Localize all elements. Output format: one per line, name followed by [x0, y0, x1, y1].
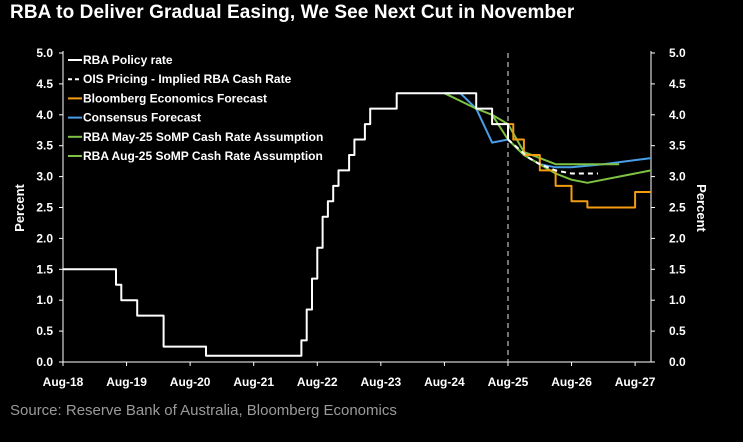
y-tick-label-right: 4.5 [669, 77, 686, 91]
x-tick-label: Aug-25 [488, 375, 529, 389]
y-tick-label-right: 5.0 [669, 46, 686, 60]
y-axis-left-label-group: Percent [12, 183, 27, 231]
chart-svg: Percent Percent 0.0 0.0 0.5 0.5 1.0 1.0 1.5 1.5… [12, 46, 709, 389]
y-tick-label-right: 0.5 [669, 324, 686, 338]
y-tick-label-right: 1.0 [669, 293, 686, 307]
chart-title: RBA to Deliver Gradual Easing, We See Ne… [10, 2, 575, 23]
y-tick-label-left: 5.0 [36, 46, 53, 60]
y-tick-label-left: 4.0 [36, 108, 53, 122]
y-tick-label-left: 3.5 [36, 139, 53, 153]
x-tick-label: Aug-23 [361, 375, 402, 389]
y-axis-right-label-group: Percent [694, 184, 709, 232]
x-tick-label: Aug-24 [424, 375, 465, 389]
legend-label: Consensus Forecast [83, 111, 201, 125]
y-axis-left-label: Percent [12, 183, 27, 231]
y-tick-label-left: 4.5 [36, 77, 53, 91]
ticks: 0.0 0.0 0.5 0.5 1.0 1.0 1.5 1.5 2.0 2.0 2.5 2.5 3.0 3… [36, 46, 686, 389]
y-tick-label-right: 2.0 [669, 231, 686, 245]
x-tick-label: Aug-22 [297, 375, 338, 389]
x-tick-label: Aug-27 [615, 375, 656, 389]
y-tick-label-left: 0.0 [36, 355, 53, 369]
y-tick-label-left: 1.0 [36, 293, 53, 307]
legend-label: RBA Policy rate [83, 53, 173, 67]
x-tick-label: Aug-18 [43, 375, 84, 389]
y-tick-label-right: 1.5 [669, 262, 686, 276]
legend-label: Bloomberg Economics Forecast [83, 91, 267, 105]
legend-label: RBA Aug-25 SoMP Cash Rate Assumption [83, 149, 323, 163]
y-tick-label-left: 1.5 [36, 262, 53, 276]
y-tick-label-right: 0.0 [669, 355, 686, 369]
x-tick-label: Aug-26 [551, 375, 592, 389]
x-tick-label: Aug-21 [233, 375, 274, 389]
y-tick-label-left: 2.5 [36, 201, 53, 215]
series-line-2 [507, 138, 598, 175]
source-note: Source: Reserve Bank of Australia, Bloom… [10, 402, 397, 419]
y-axis-right-label: Percent [694, 184, 709, 232]
y-tick-label-left: 3.0 [36, 170, 53, 184]
x-tick-label: Aug-19 [106, 375, 147, 389]
series-lines [63, 92, 652, 357]
legend: RBA Policy rate OIS Pricing - Implied RBA… [68, 53, 323, 163]
legend-label: OIS Pricing - Implied RBA Cash Rate [83, 72, 292, 86]
series-line-1 [63, 92, 509, 357]
axes [62, 51, 652, 363]
y-tick-label-left: 0.5 [36, 324, 53, 338]
y-tick-label-right: 3.0 [669, 170, 686, 184]
x-tick-label: Aug-20 [170, 375, 211, 389]
legend-label: RBA May-25 SoMP Cash Rate Assumption [83, 130, 323, 144]
y-tick-label-right: 2.5 [669, 201, 686, 215]
y-tick-label-right: 3.5 [669, 139, 686, 153]
series-line-3 [508, 123, 651, 209]
y-tick-label-right: 4.0 [669, 108, 686, 122]
y-tick-label-left: 2.0 [36, 231, 53, 245]
